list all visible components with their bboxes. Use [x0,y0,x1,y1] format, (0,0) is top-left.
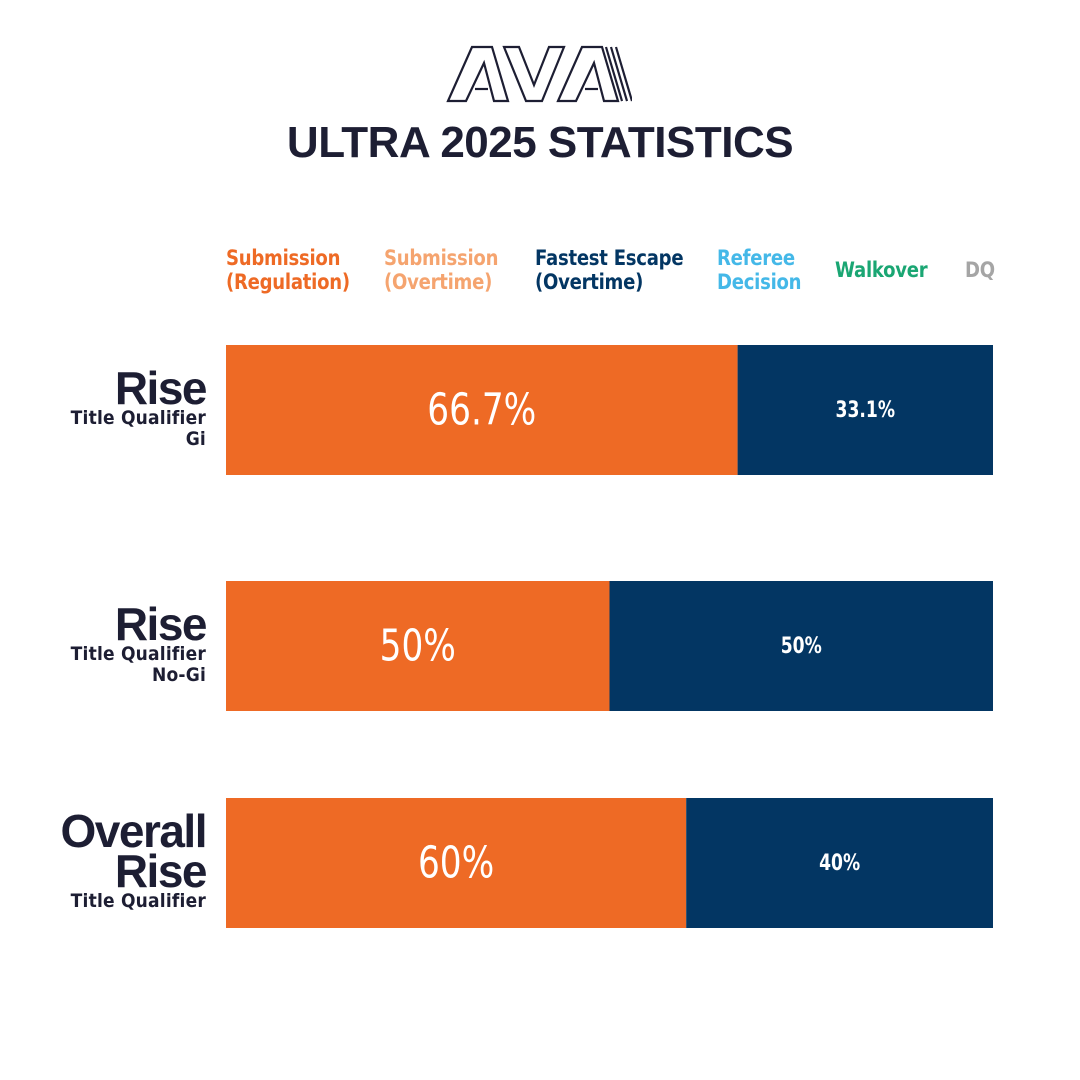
legend-label: Submission [226,246,341,270]
legend-label: (Overtime) [535,270,644,294]
bar-segment [226,581,610,711]
bar-segment [686,798,993,928]
legend-item: Submission (Overtime) [384,246,498,294]
legend-label: Fastest Escape [535,246,684,270]
row-label: Rise Title Qualifier Gi [70,362,208,450]
row-subtitle: Gi [185,428,206,450]
row-subtitle: Title Qualifier [70,643,206,665]
legend-item: Submission (Regulation) [226,246,350,294]
legend-label: Submission [384,246,499,270]
row-subtitle: Title Qualifier [70,407,206,429]
legend-label: (Regulation) [226,270,350,294]
legend-item: DQ [965,258,995,282]
legend-item: Fastest Escape (Overtime) [535,246,684,294]
legend-item: Referee Decision [717,246,802,294]
bar-segment [226,798,687,928]
legend-label: DQ [965,258,995,282]
row-title: Overall [60,805,208,857]
row-label: Overall Rise Title Qualifier [60,805,208,912]
legend-label: Decision [717,270,802,294]
bar-value-label: 60% [418,837,494,888]
row-subtitle: Title Qualifier [70,890,206,912]
row-title: Rise [114,845,208,897]
bar-segment [737,345,993,475]
legend-label: Walkover [835,258,928,282]
bar-value-label: 50% [380,620,456,671]
ava-logo [446,45,632,103]
bar-segment [609,581,993,711]
bar-value-label: 33.1% [836,397,896,423]
bar-value-label: 50% [781,633,822,659]
row-title: Rise [114,598,208,650]
legend-label: (Overtime) [384,270,493,294]
row-label: Rise Title Qualifier No-Gi [70,598,208,686]
row-subtitle: No-Gi [151,664,206,686]
bar-segment [226,345,738,475]
bar-value-label: 66.7% [427,384,536,435]
legend-item: Walkover [835,258,928,282]
row-title: Rise [114,362,208,414]
page-title: ULTRA 2025 STATISTICS [286,118,794,167]
legend-label: Referee [717,246,795,270]
bar-value-label: 40% [819,850,860,876]
